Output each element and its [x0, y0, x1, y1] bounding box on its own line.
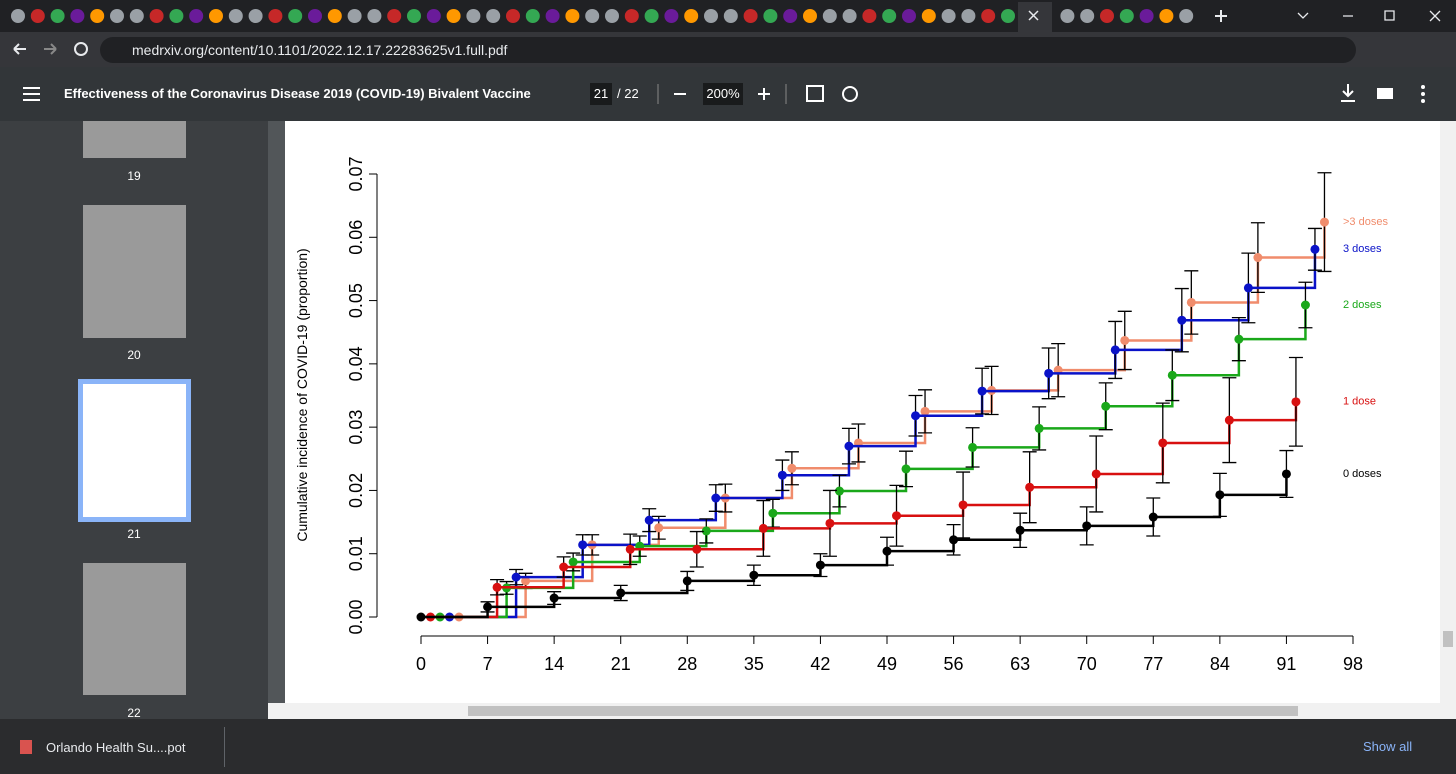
tab-favicon [228, 9, 243, 23]
tab-favicon [268, 9, 283, 23]
tab-favicon [783, 9, 798, 23]
toolbar-icons [657, 84, 858, 104]
tab-close [1028, 10, 1039, 21]
zoom-input[interactable]: 200% [703, 83, 743, 105]
thumbnail-label: 22 [127, 706, 141, 719]
tab-favicon [248, 9, 263, 23]
file-icon [20, 740, 32, 754]
tab-favicon [169, 9, 184, 23]
window-controls [1297, 10, 1441, 22]
download-bar: Orlando Health Su....pot Show all [0, 719, 1456, 774]
tab-favicon [1139, 9, 1154, 23]
tab-favicon [605, 9, 619, 23]
tab-favicon [189, 9, 204, 23]
tab-favicon [624, 9, 639, 23]
thumbnail-sidebar: 19 20 21 22 [0, 121, 268, 719]
v-scrollbar[interactable] [1440, 121, 1456, 719]
download-file[interactable]: Orlando Health Su....pot [46, 740, 186, 755]
tab-favicon [288, 9, 303, 23]
tab-favicon [90, 9, 105, 23]
tab-favicon [506, 9, 520, 23]
tab-favicon [525, 9, 540, 23]
tab-favicon [308, 9, 322, 23]
tab-favicon [723, 9, 738, 23]
show-all[interactable]: Show all [1363, 739, 1413, 754]
tab-favicon [11, 9, 25, 23]
tab-favicon [862, 9, 877, 23]
tab-favicon [446, 9, 461, 23]
pdf-title: Effectiveness of the Coronavirus Disease… [64, 86, 531, 101]
tab-favicon [822, 9, 837, 23]
tab-favicon [1001, 9, 1015, 23]
tab-favicon [1179, 9, 1194, 23]
tab-favicon [842, 9, 857, 23]
tab-favicon [902, 9, 916, 23]
tab-favicon [1060, 9, 1075, 23]
tab-favicon [50, 9, 65, 23]
tab-favicon [387, 9, 402, 23]
tab-favicon [981, 9, 996, 23]
tab-favicon [961, 9, 976, 23]
tab-favicon [129, 9, 144, 23]
tab-favicon [684, 9, 699, 23]
tab-favicon [1080, 9, 1095, 23]
tab-favicon [70, 9, 85, 23]
tab-favicon [585, 9, 600, 23]
tab-favicon [209, 9, 223, 23]
tab-favicon [743, 9, 758, 23]
url[interactable]: medrxiv.org/content/10.1101/2022.12.17.2… [100, 37, 1356, 63]
tab-favicon [466, 9, 481, 23]
h-scrollbar[interactable] [268, 703, 1440, 719]
tab-favicon [803, 9, 817, 23]
tab-favicon [367, 9, 382, 23]
tab-favicon [1159, 9, 1174, 23]
tab-favicon [1100, 9, 1114, 23]
tab-favicon [426, 9, 441, 23]
thumbnail-label: 19 [127, 169, 141, 183]
nav-buttons [13, 42, 88, 56]
tab-favicon [110, 9, 124, 23]
menu-icon[interactable] [22, 85, 42, 103]
thumbnail[interactable] [83, 563, 186, 695]
tab-favicon [664, 9, 679, 23]
thumbnail-label: 21 [127, 527, 141, 541]
pdf-page [285, 121, 1440, 703]
tab-favicon [763, 9, 778, 23]
tab-favicon [545, 9, 560, 23]
new-tab [1215, 10, 1227, 22]
thumbnail[interactable] [83, 205, 186, 338]
tab-favicon [30, 9, 45, 23]
tab-favicon [565, 9, 580, 23]
thumbnail-label: 20 [127, 348, 141, 362]
tab-favicon [921, 9, 936, 23]
pdf-toolbar: Effectiveness of the Coronavirus Disease… [0, 67, 1456, 121]
page-total: / 22 [617, 86, 639, 101]
toolbar-right-icons [1341, 84, 1425, 103]
tab-favicon [407, 9, 421, 23]
tab-favicon [347, 9, 362, 23]
page-input[interactable]: 21 [590, 83, 612, 105]
tab-favicon [486, 9, 501, 23]
tab-favicon [1119, 9, 1134, 23]
tab-favicon [882, 9, 897, 23]
tab-favicon [149, 9, 164, 23]
thumbnail-selected[interactable] [78, 379, 191, 522]
tab-favicon [644, 9, 659, 23]
tab-favicon [704, 9, 718, 23]
tab-bar [0, 0, 1456, 32]
thumbnail[interactable] [83, 121, 186, 158]
tab-favicon [941, 9, 956, 23]
tab-favicon [327, 9, 342, 23]
